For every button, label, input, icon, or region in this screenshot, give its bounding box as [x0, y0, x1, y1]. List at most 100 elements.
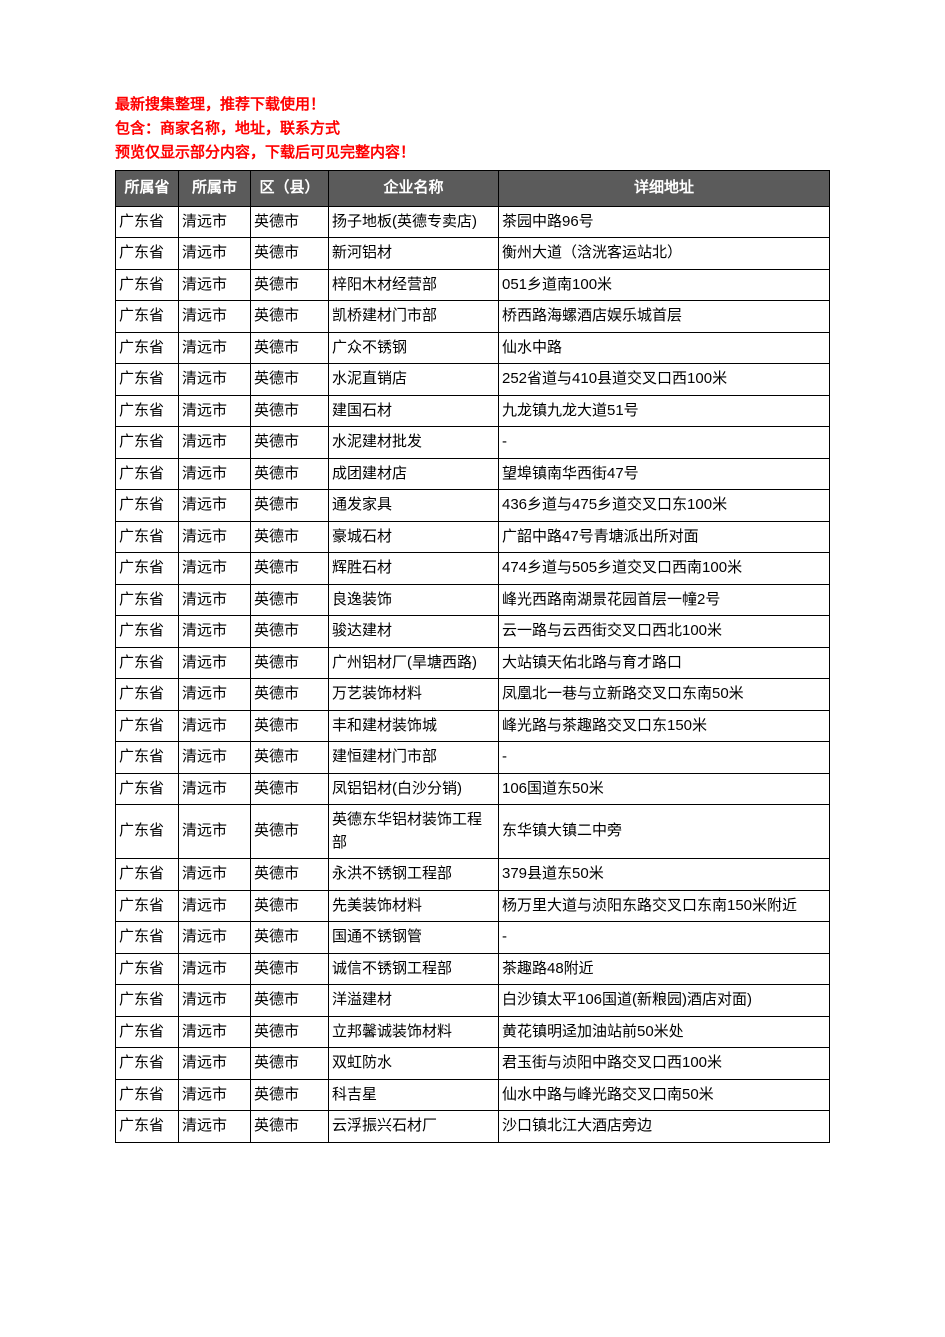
table-row: 广东省清远市英德市国通不锈钢管- [116, 922, 830, 954]
table-cell: 沙口镇北江大酒店旁边 [499, 1111, 830, 1143]
table-cell: 清远市 [179, 1016, 251, 1048]
table-cell: 桥西路海螺酒店娱乐城首层 [499, 301, 830, 333]
table-row: 广东省清远市英德市诚信不锈钢工程部茶趣路48附近 [116, 953, 830, 985]
col-district: 区（县） [251, 171, 329, 207]
table-cell: 衡州大道（浛洸客运站北） [499, 238, 830, 270]
col-province: 所属省 [116, 171, 179, 207]
table-row: 广东省清远市英德市洋溢建材白沙镇太平106国道(新粮园)酒店对面) [116, 985, 830, 1017]
table-cell: 广东省 [116, 890, 179, 922]
table-cell: 清远市 [179, 206, 251, 238]
table-cell: 广东省 [116, 1048, 179, 1080]
table-cell: 474乡道与505乡道交叉口西南100米 [499, 553, 830, 585]
table-cell: 英德市 [251, 742, 329, 774]
table-cell: 清远市 [179, 521, 251, 553]
table-cell: 英德市 [251, 1016, 329, 1048]
table-cell: 广东省 [116, 805, 179, 859]
table-cell: 英德市 [251, 269, 329, 301]
table-cell: 茶趣路48附近 [499, 953, 830, 985]
table-row: 广东省清远市英德市良逸装饰峰光西路南湖景花园首层一幢2号 [116, 584, 830, 616]
table-cell: 英德市 [251, 490, 329, 522]
table-cell: 清远市 [179, 364, 251, 396]
table-cell: 广东省 [116, 859, 179, 891]
table-cell: 丰和建材装饰城 [329, 710, 499, 742]
table-cell: 清远市 [179, 332, 251, 364]
table-cell: 广东省 [116, 1016, 179, 1048]
table-row: 广东省清远市英德市水泥建材批发- [116, 427, 830, 459]
table-cell: 英德市 [251, 859, 329, 891]
table-row: 广东省清远市英德市扬子地板(英德专卖店)茶园中路96号 [116, 206, 830, 238]
business-table: 所属省 所属市 区（县） 企业名称 详细地址 广东省清远市英德市扬子地板(英德专… [115, 170, 830, 1143]
table-cell: 骏达建材 [329, 616, 499, 648]
table-cell: 广东省 [116, 616, 179, 648]
table-cell: 清远市 [179, 1048, 251, 1080]
table-cell: 清远市 [179, 238, 251, 270]
table-cell: 清远市 [179, 584, 251, 616]
table-row: 广东省清远市英德市立邦馨诚装饰材料黄花镇明迳加油站前50米处 [116, 1016, 830, 1048]
table-cell: 清远市 [179, 710, 251, 742]
table-cell: 252省道与410县道交叉口西100米 [499, 364, 830, 396]
table-cell: 成团建材店 [329, 458, 499, 490]
table-cell: 望埠镇南华西街47号 [499, 458, 830, 490]
table-cell: 英德市 [251, 1079, 329, 1111]
table-cell: 广东省 [116, 584, 179, 616]
table-cell: 广东省 [116, 742, 179, 774]
table-cell: 清远市 [179, 679, 251, 711]
col-address: 详细地址 [499, 171, 830, 207]
table-cell: 水泥建材批发 [329, 427, 499, 459]
table-cell: 东华镇大镇二中旁 [499, 805, 830, 859]
table-cell: 106国道东50米 [499, 773, 830, 805]
table-row: 广东省清远市英德市建国石材九龙镇九龙大道51号 [116, 395, 830, 427]
table-cell: 梓阳木材经营部 [329, 269, 499, 301]
table-row: 广东省清远市英德市永洪不锈钢工程部379县道东50米 [116, 859, 830, 891]
table-cell: 广东省 [116, 332, 179, 364]
table-cell: 广东省 [116, 490, 179, 522]
col-company: 企业名称 [329, 171, 499, 207]
table-cell: 云浮振兴石材厂 [329, 1111, 499, 1143]
table-cell: 广东省 [116, 647, 179, 679]
table-cell: 清远市 [179, 890, 251, 922]
table-cell: 379县道东50米 [499, 859, 830, 891]
table-cell: 扬子地板(英德专卖店) [329, 206, 499, 238]
table-cell: 广东省 [116, 953, 179, 985]
table-cell: 立邦馨诚装饰材料 [329, 1016, 499, 1048]
table-cell: 洋溢建材 [329, 985, 499, 1017]
table-row: 广东省清远市英德市成团建材店望埠镇南华西街47号 [116, 458, 830, 490]
table-cell: 清远市 [179, 1111, 251, 1143]
table-cell: 清远市 [179, 490, 251, 522]
table-cell: 广东省 [116, 773, 179, 805]
table-cell: 黄花镇明迳加油站前50米处 [499, 1016, 830, 1048]
table-cell: 广东省 [116, 458, 179, 490]
table-row: 广东省清远市英德市豪城石材广韶中路47号青塘派出所对面 [116, 521, 830, 553]
table-cell: 广东省 [116, 1079, 179, 1111]
table-cell: 辉胜石材 [329, 553, 499, 585]
table-cell: - [499, 742, 830, 774]
table-row: 广东省清远市英德市辉胜石材474乡道与505乡道交叉口西南100米 [116, 553, 830, 585]
table-cell: - [499, 922, 830, 954]
table-cell: 清远市 [179, 773, 251, 805]
table-cell: 广东省 [116, 364, 179, 396]
table-cell: 广东省 [116, 679, 179, 711]
table-row: 广东省清远市英德市广众不锈钢仙水中路 [116, 332, 830, 364]
table-row: 广东省清远市英德市通发家具436乡道与475乡道交叉口东100米 [116, 490, 830, 522]
table-cell: 英德市 [251, 521, 329, 553]
table-cell: 英德东华铝材装饰工程部 [329, 805, 499, 859]
table-row: 广东省清远市英德市丰和建材装饰城峰光路与茶趣路交叉口东150米 [116, 710, 830, 742]
table-header-row: 所属省 所属市 区（县） 企业名称 详细地址 [116, 171, 830, 207]
table-cell: 豪城石材 [329, 521, 499, 553]
table-cell: 英德市 [251, 395, 329, 427]
table-cell: 清远市 [179, 1079, 251, 1111]
table-cell: 广东省 [116, 238, 179, 270]
table-cell: 诚信不锈钢工程部 [329, 953, 499, 985]
table-cell: 广韶中路47号青塘派出所对面 [499, 521, 830, 553]
table-cell: 英德市 [251, 922, 329, 954]
table-cell: 广东省 [116, 206, 179, 238]
table-cell: 英德市 [251, 616, 329, 648]
table-cell: 杨万里大道与浈阳东路交叉口东南150米附近 [499, 890, 830, 922]
table-cell: 国通不锈钢管 [329, 922, 499, 954]
table-cell: 英德市 [251, 710, 329, 742]
table-cell: 清远市 [179, 458, 251, 490]
table-cell: 清远市 [179, 616, 251, 648]
table-cell: 英德市 [251, 238, 329, 270]
table-cell: 峰光西路南湖景花园首层一幢2号 [499, 584, 830, 616]
table-cell: 双虹防水 [329, 1048, 499, 1080]
